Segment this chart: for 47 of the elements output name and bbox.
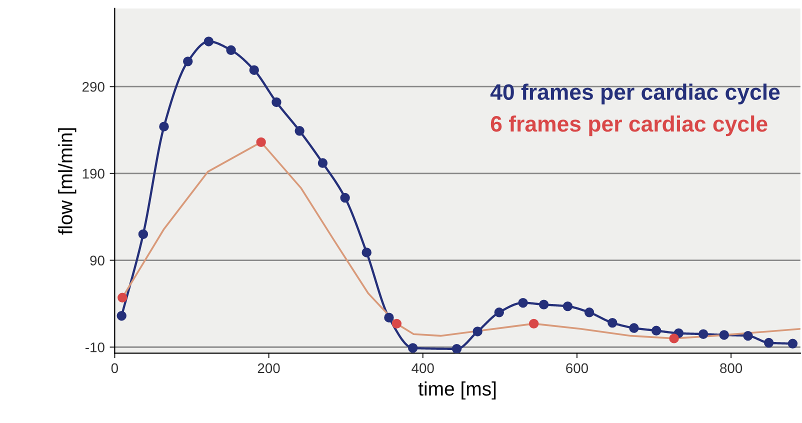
point xyxy=(159,122,169,132)
y-tick-label: 90 xyxy=(90,256,104,266)
point xyxy=(362,248,372,258)
x-axis-title: time [ms] xyxy=(418,381,496,400)
y-tick-label: 290 xyxy=(82,82,104,92)
point xyxy=(629,323,639,333)
point xyxy=(719,330,729,340)
point xyxy=(226,45,236,56)
point xyxy=(452,344,462,354)
x-tick-label: 0 xyxy=(111,363,118,374)
point xyxy=(138,229,148,240)
point xyxy=(183,56,193,66)
point xyxy=(294,126,304,136)
point xyxy=(204,36,214,46)
point xyxy=(494,308,504,318)
y-tick-label: 190 xyxy=(82,168,104,179)
point xyxy=(272,97,282,108)
point xyxy=(788,338,798,349)
point xyxy=(562,301,573,312)
point xyxy=(608,318,618,328)
point xyxy=(384,312,394,322)
point xyxy=(256,137,266,148)
text: 40 frames per cardiac cycle xyxy=(490,84,780,104)
y-tick-label: -10 xyxy=(86,342,104,352)
point xyxy=(118,292,128,302)
x-tick-label: 600 xyxy=(566,363,588,374)
point xyxy=(538,300,549,310)
point xyxy=(528,318,539,329)
point xyxy=(743,330,753,341)
point xyxy=(698,329,708,339)
text: 6 frames per cardiac cycle xyxy=(490,115,768,136)
x-tick-label: 800 xyxy=(720,363,742,374)
point xyxy=(392,318,402,329)
point xyxy=(249,65,259,75)
x-tick-label: 400 xyxy=(412,363,434,374)
point xyxy=(116,311,126,321)
point xyxy=(651,326,662,336)
point xyxy=(518,298,528,308)
point xyxy=(472,326,482,336)
point xyxy=(764,338,774,348)
point xyxy=(340,192,350,203)
point xyxy=(584,308,594,318)
point xyxy=(669,334,679,344)
point xyxy=(318,158,328,168)
y-axis-title: flow [ml/min] xyxy=(58,128,76,235)
point xyxy=(408,343,418,353)
x-tick-label: 200 xyxy=(258,363,280,374)
